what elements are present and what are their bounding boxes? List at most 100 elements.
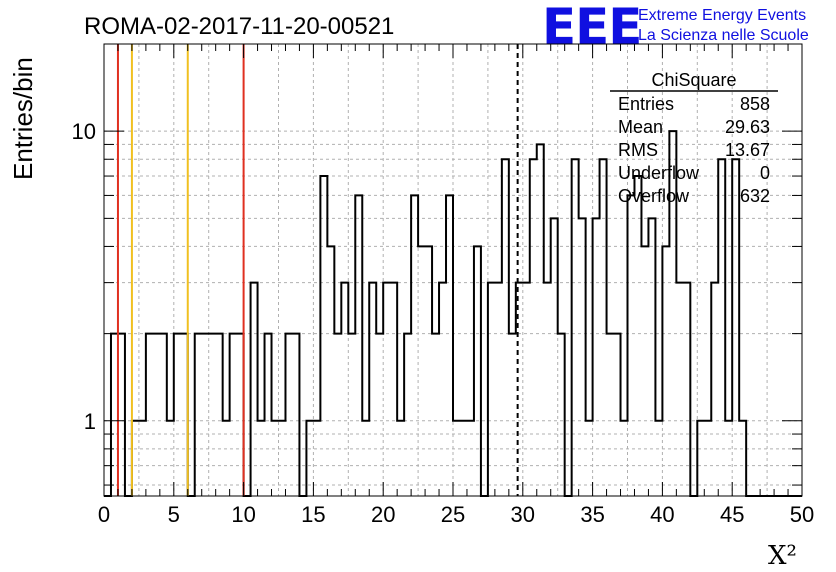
stats-label: Underflow	[618, 163, 700, 183]
histogram-bin	[334, 334, 341, 496]
histogram-bin	[348, 334, 355, 496]
histogram-bin	[132, 421, 139, 496]
histogram-bin	[258, 421, 265, 496]
histogram-bin	[732, 159, 739, 496]
x-tick-label: 20	[371, 502, 395, 527]
histogram-bin	[167, 421, 174, 496]
stats-value: 13.67	[725, 140, 770, 160]
stats-value: 29.63	[725, 117, 770, 137]
y-tick-label: 10	[72, 119, 96, 144]
eee-logo: EEE Extreme Energy Events La Scienza nel…	[542, 0, 809, 56]
y-axis-label: Entries/bin	[8, 57, 38, 180]
histogram-bin	[446, 195, 453, 496]
histogram-bin	[369, 283, 376, 496]
histogram-bin	[467, 421, 474, 496]
histogram-bin	[216, 334, 223, 496]
stats-value: 632	[740, 186, 770, 206]
histogram-bin	[711, 283, 718, 496]
histogram-bin	[118, 334, 125, 496]
histogram-bins	[104, 130, 802, 497]
x-axis-label: X²	[768, 541, 797, 571]
histogram-bin	[432, 334, 439, 496]
histogram-bin	[146, 334, 153, 496]
run-title: ROMA-02-2017-11-20-00521	[84, 13, 394, 40]
histogram-bin	[579, 218, 586, 496]
histogram-bin	[628, 195, 635, 496]
histogram-bin	[662, 246, 669, 496]
org-name: Extreme Energy Events	[638, 7, 806, 24]
histogram-bin	[739, 421, 746, 496]
histogram-bin	[390, 283, 397, 496]
histogram-bin	[495, 283, 502, 496]
histogram-bin	[383, 283, 390, 496]
histogram-bin	[523, 283, 530, 496]
histogram-bin	[453, 421, 460, 496]
histogram-bin	[272, 421, 279, 496]
histogram-bin	[488, 283, 495, 496]
histogram-bin	[537, 144, 544, 496]
histogram-bin	[530, 159, 537, 496]
stats-rows: Entries 858 Mean 29.63 RMS 13.67 Underflow 0 Ove…	[618, 94, 770, 206]
histogram-bin	[704, 421, 711, 496]
histogram-bin	[544, 283, 551, 496]
histogram-bin	[474, 246, 481, 496]
histogram-bin	[153, 334, 160, 496]
y-tick-label: 1	[84, 409, 96, 434]
x-tick-label: 0	[98, 502, 110, 527]
stats-label: Mean	[618, 117, 663, 137]
histogram-bin	[209, 334, 216, 496]
org-subtitle: La Scienza nelle Scuole	[638, 27, 809, 44]
histogram-bin	[676, 283, 683, 496]
histogram-bin	[279, 421, 286, 496]
histogram-bin	[265, 334, 272, 496]
histogram-bin	[418, 246, 425, 496]
stats-value: 858	[740, 94, 770, 114]
histogram-bin	[572, 159, 579, 496]
histogram-bin	[327, 246, 334, 496]
histogram-bin	[341, 283, 348, 496]
histogram-bin	[586, 421, 593, 496]
histogram-bin	[404, 334, 411, 496]
histogram-bin	[223, 421, 230, 496]
histogram-bin	[139, 421, 146, 496]
histogram-bin	[614, 334, 621, 496]
histogram-bin	[655, 421, 662, 496]
histogram-bin	[202, 334, 209, 496]
x-tick-label: 30	[511, 502, 535, 527]
histogram-outline	[104, 130, 802, 497]
x-tick-label: 35	[580, 502, 604, 527]
stats-box: ChiSquare Entries 858 Mean 29.63 RMS 13.67 Und…	[610, 70, 778, 206]
histogram-bin	[411, 195, 418, 496]
histogram-bin	[237, 334, 244, 496]
x-tick-label: 40	[650, 502, 674, 527]
histogram-bin	[362, 421, 369, 496]
histogram-bin	[725, 421, 732, 496]
stats-label: Overflow	[618, 186, 690, 206]
histogram-bin	[460, 421, 467, 496]
histogram-bin	[425, 246, 432, 496]
histogram-bin	[160, 334, 167, 496]
histogram-bin	[439, 283, 446, 496]
histogram-bin	[509, 334, 516, 496]
histogram-bin	[355, 195, 362, 496]
x-axis-ticks: 0 5 10 15 20 25 30 35 40 45 50	[98, 44, 814, 527]
histogram-bin	[593, 218, 600, 496]
histogram-bin	[551, 218, 558, 496]
histogram-bin	[181, 334, 188, 496]
x-tick-label: 25	[441, 502, 465, 527]
stats-title: ChiSquare	[651, 70, 736, 90]
histogram-bin	[634, 176, 641, 496]
histogram-bin	[376, 334, 383, 496]
histogram-bin	[502, 159, 509, 496]
histogram-bin	[683, 283, 690, 496]
histogram-bin	[641, 246, 648, 496]
histogram-bin	[285, 334, 292, 496]
histogram-bin	[174, 334, 181, 496]
histogram-bin	[621, 421, 628, 496]
x-tick-label: 10	[231, 502, 255, 527]
histogram-bin	[718, 159, 725, 496]
stats-label: Entries	[618, 94, 674, 114]
x-tick-label: 45	[720, 502, 744, 527]
eee-logo-text: EEE	[542, 0, 641, 56]
